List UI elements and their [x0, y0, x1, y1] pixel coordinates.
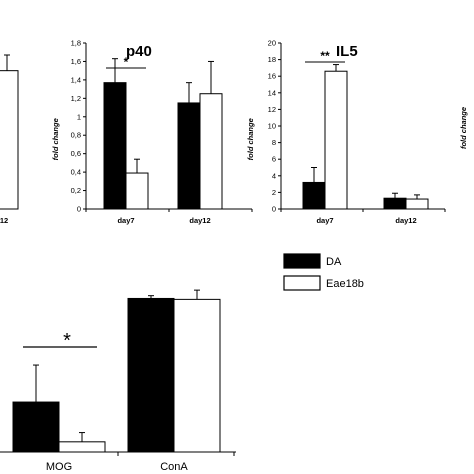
- p40-title: p40: [126, 43, 152, 60]
- il5-y-tick-label-9: 18: [268, 55, 276, 64]
- il5-category-label-day7: day7: [316, 216, 333, 225]
- left-bar-eae18b-day12: [0, 70, 19, 210]
- p40-y-axis-label: fold change: [51, 118, 60, 160]
- il5-y-tick-label-8: 16: [268, 72, 276, 81]
- left-category-label-day12: 12: [0, 216, 8, 225]
- il5-bar-eae18b-day7: [324, 70, 348, 210]
- il5-category-label-day12: day12: [395, 216, 416, 225]
- legend-label-eae18b: Eae18b: [326, 278, 364, 290]
- panel-cropped-left: 12: [0, 54, 19, 225]
- p40-bar-eae18b-day7: [125, 172, 149, 210]
- p40-y-tick-label-1: 0,2: [71, 186, 81, 195]
- legend-label-da: DA: [326, 256, 342, 268]
- p40-bar-da-day7: [103, 82, 127, 210]
- bottom-bar-da-cona: [127, 297, 175, 453]
- p40-y-tick-label-0: 0: [77, 205, 81, 214]
- il5-y-tick-label-0: 0: [272, 205, 276, 214]
- panel-mog-cona: MOG ConA *: [0, 289, 236, 473]
- legend-swatch-eae18b: [283, 275, 321, 291]
- il5-y-tick-label-10: 20: [268, 39, 276, 48]
- il5-bar-da-day12: [383, 197, 407, 210]
- p40-significance-label-0: *: [124, 55, 129, 69]
- p40-y-tick-label-6: 1,2: [71, 94, 81, 103]
- il5-title: IL5: [336, 43, 358, 60]
- legend: DA Eae18b: [283, 253, 364, 291]
- il5-y-tick-label-1: 2: [272, 188, 276, 197]
- p40-category-label-day12: day12: [189, 216, 210, 225]
- right-cropped-ylabel: fold change: [459, 107, 468, 149]
- bottom-bar-eae18b-mog: [58, 441, 106, 453]
- il5-y-tick-label-4: 8: [272, 138, 276, 147]
- il5-bar-eae18b-day12: [405, 198, 429, 210]
- legend-swatch-da: [283, 253, 321, 269]
- il5-y-tick-label-5: 10: [268, 122, 276, 131]
- il5-y-tick-label-6: 12: [268, 105, 276, 114]
- p40-y-tick-label-2: 0,4: [71, 168, 81, 177]
- bottom-category-label-cona: ConA: [160, 461, 188, 473]
- il5-bar-da-day7: [302, 181, 326, 210]
- panel-il5: 0 2 4 6 8 10 12 14 16 18 20 day7 day12 fold change IL5…: [246, 39, 446, 225]
- p40-y-tick-label-8: 1,6: [71, 57, 81, 66]
- p40-y-tick-label-5: 1: [77, 112, 81, 121]
- p40-y-tick-label-9: 1,8: [71, 39, 81, 48]
- p40-y-tick-label-3: 0,6: [71, 149, 81, 158]
- bottom-category-label-mog: MOG: [46, 461, 72, 473]
- p40-y-tick-label-4: 0,8: [71, 131, 81, 140]
- il5-y-tick-label-7: 14: [268, 88, 276, 97]
- il5-significance-label-0: **: [320, 49, 330, 63]
- il5-y-tick-label-3: 6: [272, 155, 276, 164]
- bottom-significance-label: *: [63, 330, 71, 352]
- bottom-bar-da-mog: [12, 401, 60, 453]
- bottom-bar-eae18b-cona: [173, 298, 221, 453]
- panel-p40: 0 0,2 0,4 0,6 0,8 1 1,2 1,4 1,6 1,8 day7 day12 fold …: [51, 39, 253, 225]
- il5-y-tick-label-2: 4: [272, 171, 276, 180]
- p40-bar-eae18b-day12: [199, 93, 223, 210]
- p40-y-tick-label-7: 1,4: [71, 75, 81, 84]
- il5-y-axis-label: fold change: [246, 118, 255, 160]
- p40-category-label-day7: day7: [117, 216, 134, 225]
- p40-bar-da-day12: [177, 102, 201, 210]
